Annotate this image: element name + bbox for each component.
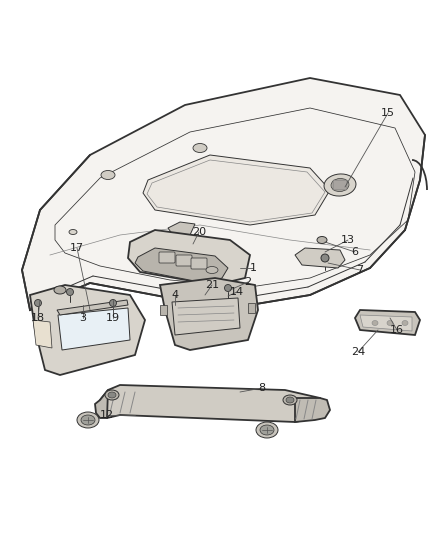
Ellipse shape xyxy=(402,320,408,326)
Ellipse shape xyxy=(317,237,327,244)
Text: 15: 15 xyxy=(381,108,395,118)
Ellipse shape xyxy=(54,286,66,294)
Polygon shape xyxy=(295,248,345,268)
Text: 8: 8 xyxy=(258,383,265,393)
Polygon shape xyxy=(360,315,412,331)
Text: 2: 2 xyxy=(244,277,251,287)
Polygon shape xyxy=(22,78,425,310)
Polygon shape xyxy=(30,285,145,375)
Text: 16: 16 xyxy=(390,325,404,335)
Circle shape xyxy=(35,300,42,306)
Ellipse shape xyxy=(387,320,393,326)
Polygon shape xyxy=(160,305,167,315)
Text: 19: 19 xyxy=(106,313,120,323)
Polygon shape xyxy=(168,222,195,238)
Text: 14: 14 xyxy=(230,287,244,297)
Ellipse shape xyxy=(101,171,115,180)
Text: 20: 20 xyxy=(192,227,206,237)
Ellipse shape xyxy=(260,425,274,435)
Polygon shape xyxy=(135,248,228,283)
Polygon shape xyxy=(355,310,420,335)
FancyBboxPatch shape xyxy=(333,180,347,190)
Text: 1: 1 xyxy=(250,263,257,273)
Text: 4: 4 xyxy=(171,290,179,300)
Text: 17: 17 xyxy=(70,243,84,253)
Polygon shape xyxy=(57,300,128,315)
FancyBboxPatch shape xyxy=(159,252,175,263)
Polygon shape xyxy=(95,390,108,418)
Text: 3: 3 xyxy=(80,313,86,323)
Circle shape xyxy=(110,300,117,306)
Ellipse shape xyxy=(105,390,119,400)
Polygon shape xyxy=(128,230,250,285)
Ellipse shape xyxy=(324,174,356,196)
Ellipse shape xyxy=(372,320,378,326)
Ellipse shape xyxy=(256,422,278,438)
Ellipse shape xyxy=(69,230,77,235)
Text: 7: 7 xyxy=(357,265,364,275)
Polygon shape xyxy=(248,303,255,313)
Ellipse shape xyxy=(286,397,294,403)
FancyBboxPatch shape xyxy=(176,255,192,266)
Ellipse shape xyxy=(77,412,99,428)
Polygon shape xyxy=(58,308,130,350)
Text: 6: 6 xyxy=(352,247,358,257)
Ellipse shape xyxy=(81,415,95,425)
Polygon shape xyxy=(160,278,258,350)
Polygon shape xyxy=(295,398,330,422)
Circle shape xyxy=(321,254,329,262)
Text: 24: 24 xyxy=(351,347,365,357)
Polygon shape xyxy=(172,298,240,335)
Ellipse shape xyxy=(193,143,207,152)
Ellipse shape xyxy=(283,395,297,405)
Ellipse shape xyxy=(141,236,149,240)
Circle shape xyxy=(67,288,74,295)
Polygon shape xyxy=(100,385,325,422)
Circle shape xyxy=(225,285,232,292)
Polygon shape xyxy=(33,320,52,348)
Text: 12: 12 xyxy=(100,410,114,420)
Ellipse shape xyxy=(206,266,218,273)
Ellipse shape xyxy=(108,392,116,398)
FancyBboxPatch shape xyxy=(191,258,207,269)
Text: 18: 18 xyxy=(31,313,45,323)
Text: 21: 21 xyxy=(205,280,219,290)
Text: 13: 13 xyxy=(341,235,355,245)
Ellipse shape xyxy=(331,179,349,191)
Polygon shape xyxy=(143,155,330,225)
